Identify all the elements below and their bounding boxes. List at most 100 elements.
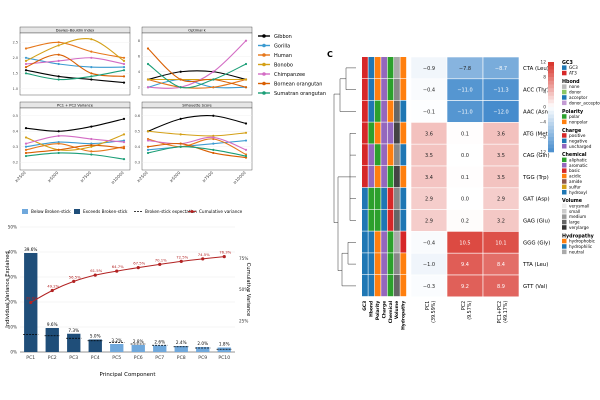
heat-cell-label: −8.7 [495,66,507,72]
legend-group-swatch [562,119,567,125]
series-point [179,86,182,89]
series-point [24,62,28,66]
legend-group-label: small [569,209,580,214]
heat-cell-label: −11.3 [493,88,508,94]
legend-marker [262,72,266,76]
series-point [244,148,248,151]
colorbar-segment [548,62,554,67]
annotation-cell [400,231,407,253]
series-point [146,47,150,50]
cumulative-label: 67.5% [133,261,145,266]
heat-cell-label: −0.3 [423,284,435,290]
legend-group-swatch [562,133,567,138]
series-point [122,141,126,144]
bar-value-label: 7.3% [68,328,79,333]
heat-cell-label: 8.4 [497,262,505,268]
bar-value-label: 2.4% [176,340,187,345]
legend-label: Bonobo [274,63,293,69]
annotation-cell [400,187,407,209]
annotation-cell [362,253,368,275]
legend-group-swatch [562,225,567,230]
row-label: CTA (Leu) [523,66,549,72]
y-tick-label: 2.0 [13,56,18,60]
legend-group-swatch [562,70,567,76]
series-point [212,86,215,89]
legend-group-swatch [562,84,567,89]
series-point [57,141,60,144]
annotation-cell [387,187,394,209]
legend-group-swatch [562,114,567,119]
legend-marker [262,91,266,95]
row-label: TGG (Trp) [522,175,549,181]
series-point [122,117,126,120]
colorbar-segment [548,80,554,85]
annotation-cell [400,166,407,188]
cumulative-label: 74.5% [198,252,210,257]
legend-group-label: sulfur [569,184,581,189]
series-point [24,142,28,145]
legend-group-swatch [562,157,567,163]
heat-cell-label: 3.6 [425,131,433,137]
series-point [24,69,28,72]
y-tick-label: 0.4 [13,129,18,133]
annotation-cell [374,275,381,297]
annotation-column-label: Volume [394,301,400,319]
series-line-sumatran-orangutan [147,63,247,89]
colorbar-segment [548,137,554,142]
facet-frame [141,107,253,171]
legend-marker [262,43,266,48]
y-tick-label: 0.3 [13,145,18,149]
legend-marker-cumulative [190,210,194,213]
annotation-cell [394,100,400,122]
cumulative-label: 70.1% [155,257,167,262]
legend-swatch-below [22,209,28,214]
series-point [90,137,93,141]
legend-group-swatch [562,95,567,100]
cumulative-label: 76.3% [219,250,231,255]
legend-group-swatch [562,203,567,209]
legend-group-label: acceptor [569,95,588,100]
cumulative-label: 49.2% [47,284,59,289]
annotation-cell [374,144,381,166]
series-line-chimpanzee [25,135,125,145]
colorbar-segment [548,122,554,127]
series-point [24,59,28,63]
annotation-cell [374,100,381,122]
legend-group-label: AT3 [569,71,577,76]
colorbar-segment [548,84,554,89]
series-point [24,145,28,148]
series-line-human [147,138,247,155]
series-point [90,72,93,75]
colorbar-segment [548,73,554,78]
cumulative-label: 39.6% [26,296,38,301]
series-point [244,156,248,159]
legend-group-label: uncharged [569,144,592,149]
heat-cell-label: −0.4 [423,88,435,94]
colorbar-segment [548,133,554,138]
series-point [244,39,248,42]
facet-2: Optimal k 8 6 4 2 [138,26,253,96]
annotation-cell [368,57,375,79]
series-point [57,134,60,137]
annotation-cell [374,231,381,253]
cumulative-point [50,288,54,293]
annotation-cell [400,275,407,297]
annotation-column-label: Hydropathy [401,301,407,330]
annotation-cell [400,122,407,144]
colorbar-segment [548,65,554,70]
colorbar-tick: −12 [537,150,546,156]
annotation-cell [400,209,407,231]
legend-group-swatch [562,209,567,214]
y2-tick-label: 25% [239,318,248,323]
legend-marker [262,53,266,57]
annotation-column-label: Hbond [369,301,375,317]
series-point [122,56,126,59]
heat-cell-label: 10.1 [495,240,506,246]
legend-label: Gorilla [274,44,290,50]
x-tick-label: PC4 [91,355,100,361]
column-label: PC2 [461,301,467,310]
series-line-sumatran-orangutan [147,146,247,157]
legend-group-label: negative [569,138,588,143]
colorbar-tick: 4 [543,90,546,96]
